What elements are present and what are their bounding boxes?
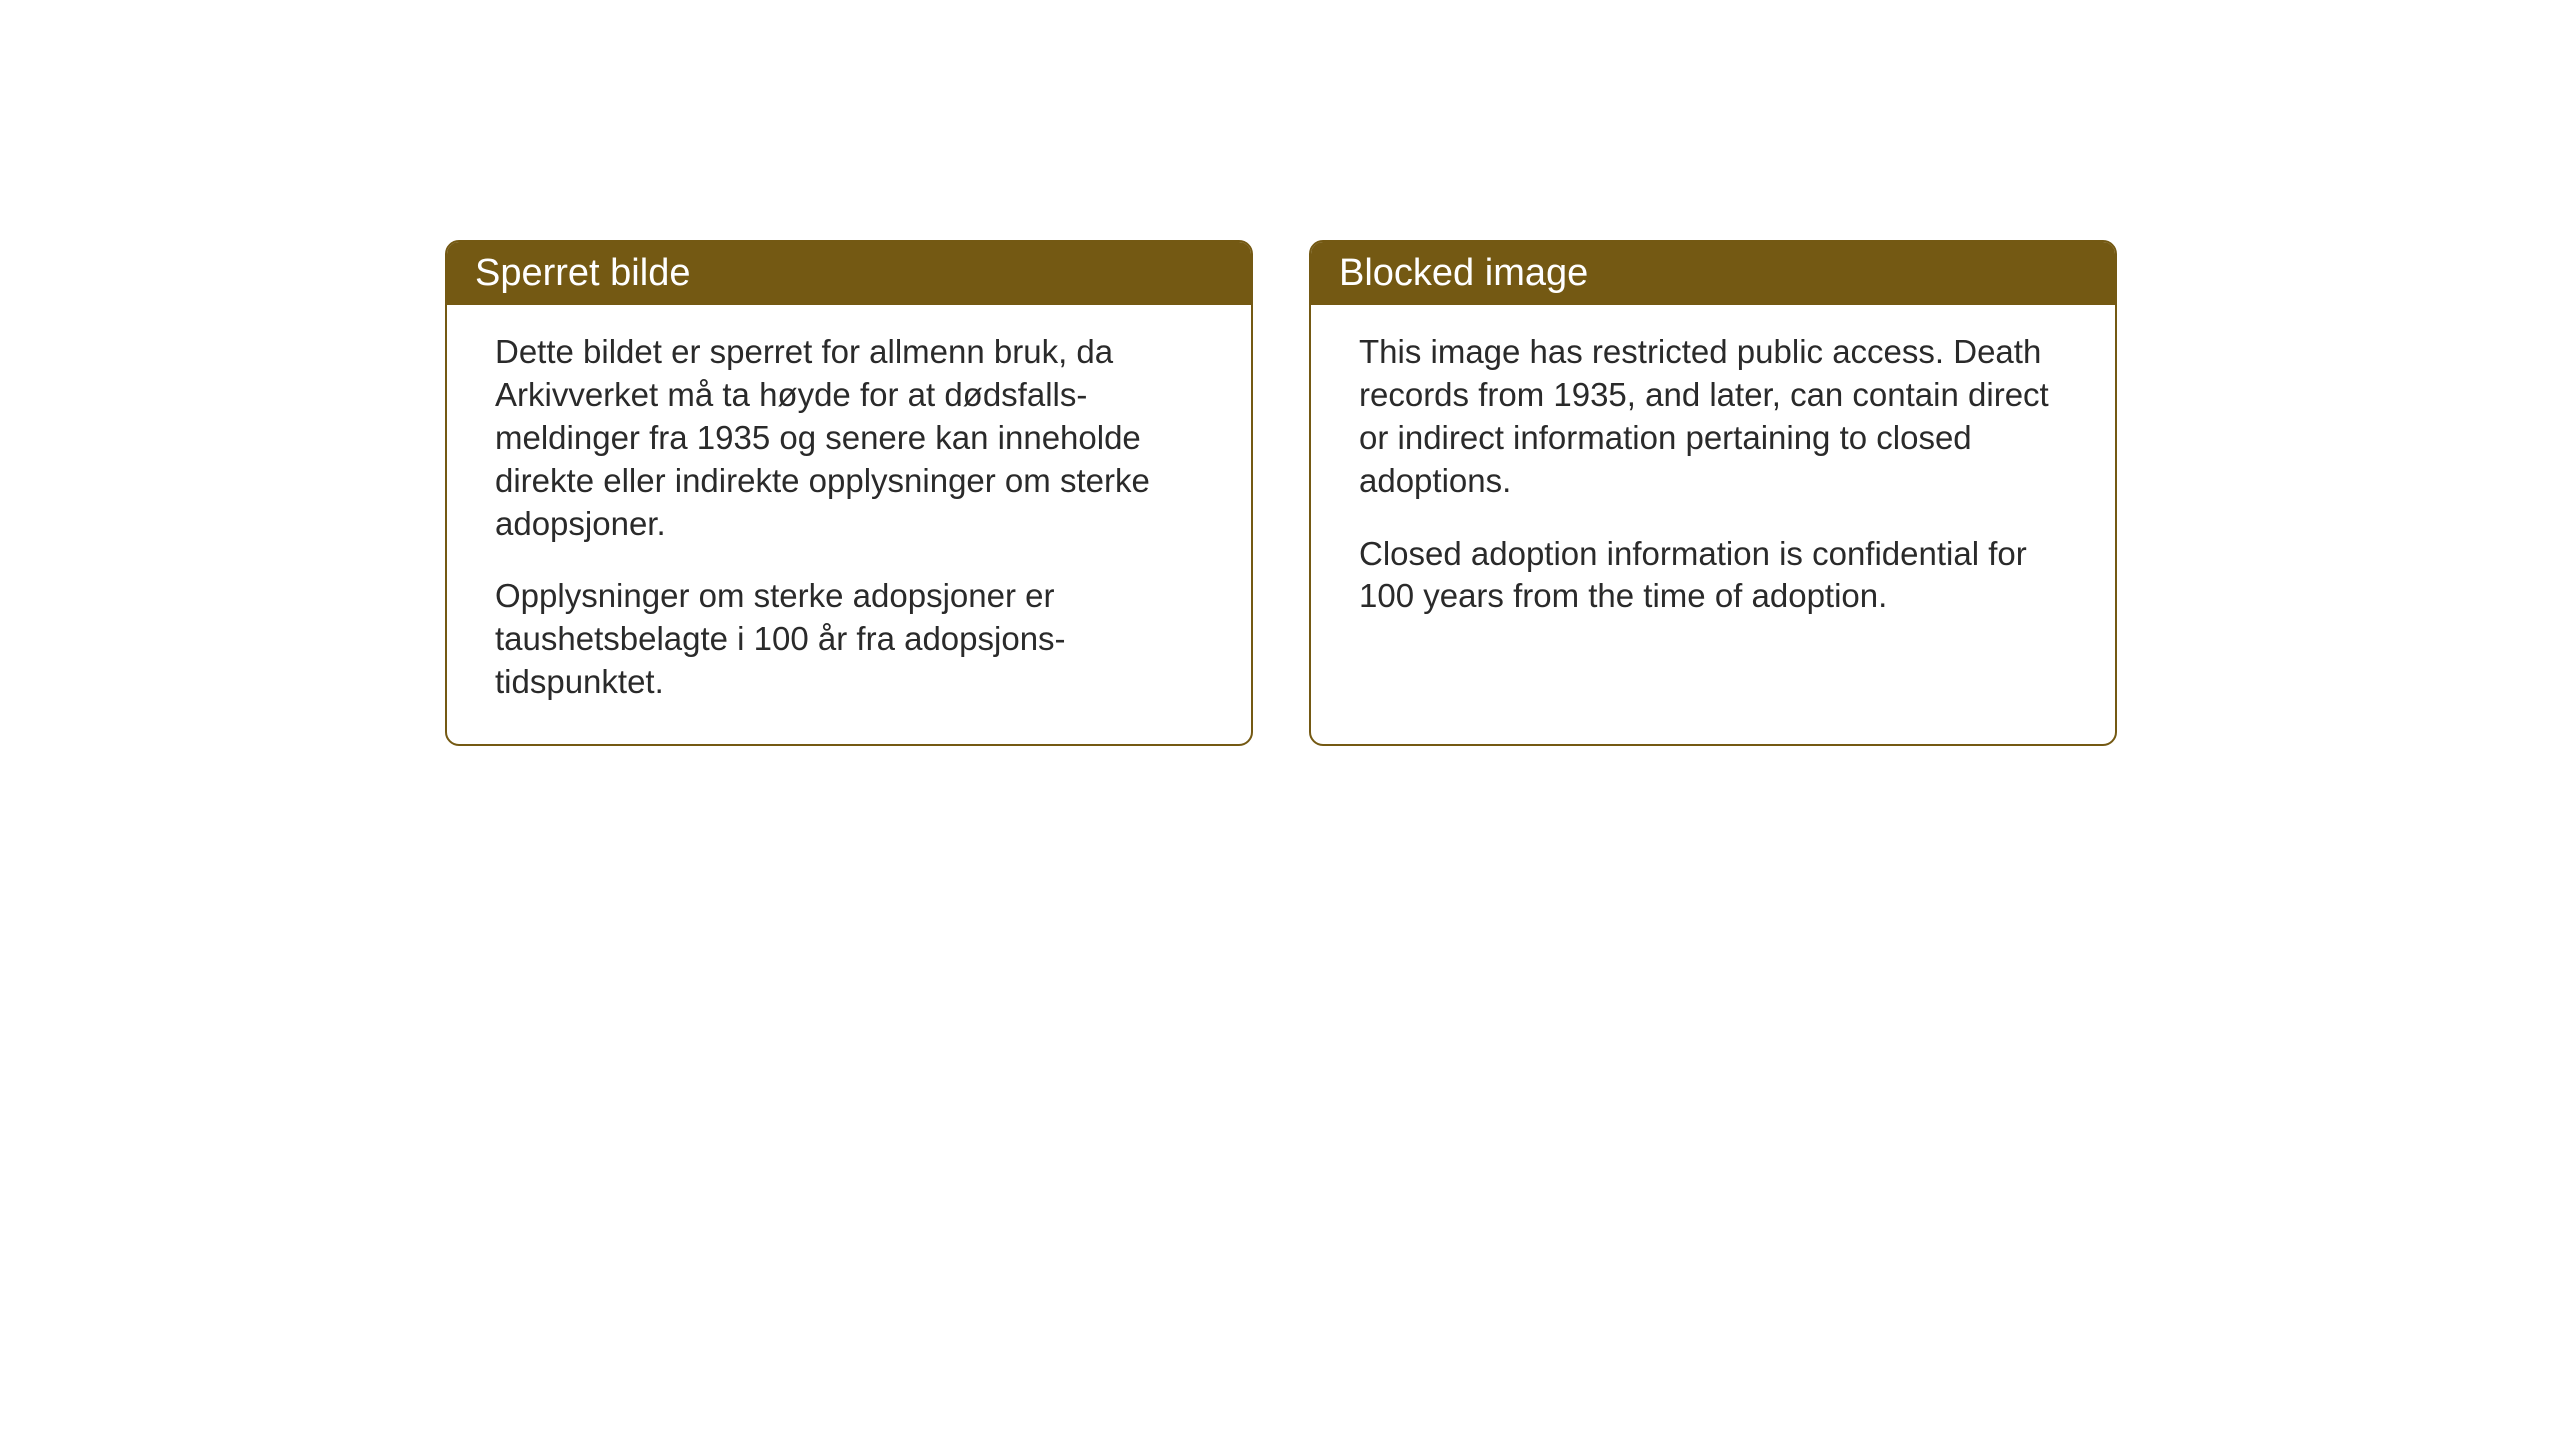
notice-paragraph-1-norwegian: Dette bildet er sperret for allmenn bruk… <box>495 331 1203 545</box>
notice-paragraph-2-english: Closed adoption information is confident… <box>1359 533 2067 619</box>
notice-title-norwegian: Sperret bilde <box>475 252 690 294</box>
notice-box-english: Blocked image This image has restricted … <box>1309 240 2117 746</box>
notice-title-english: Blocked image <box>1339 252 1588 294</box>
notice-body-norwegian: Dette bildet er sperret for allmenn bruk… <box>447 305 1251 744</box>
notice-container: Sperret bilde Dette bildet er sperret fo… <box>445 240 2117 746</box>
notice-header-english: Blocked image <box>1311 242 2115 305</box>
notice-paragraph-1-english: This image has restricted public access.… <box>1359 331 2067 503</box>
notice-header-norwegian: Sperret bilde <box>447 242 1251 305</box>
notice-box-norwegian: Sperret bilde Dette bildet er sperret fo… <box>445 240 1253 746</box>
notice-body-english: This image has restricted public access.… <box>1311 305 2115 698</box>
notice-paragraph-2-norwegian: Opplysninger om sterke adopsjoner er tau… <box>495 575 1203 704</box>
